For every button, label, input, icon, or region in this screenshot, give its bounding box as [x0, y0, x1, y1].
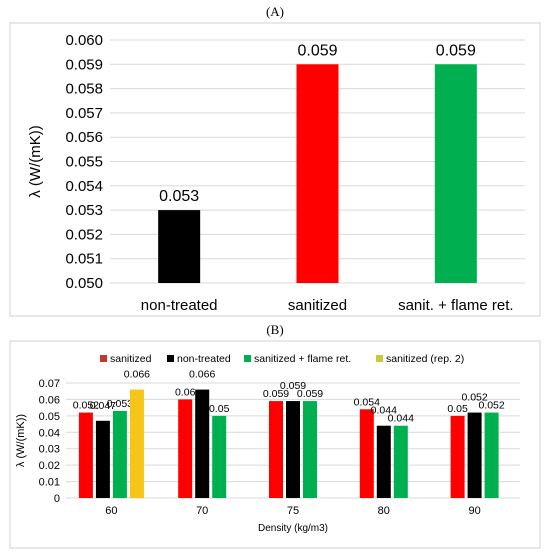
data-label-a: 0.059: [436, 42, 476, 59]
y-tick-label-b: 0.06: [39, 394, 60, 406]
chart-a: 0.050 0.051 0.052 0.053 0.054 0.055 0.056 0.057…: [9, 22, 541, 317]
y-tick-label-a: 0.055: [65, 154, 103, 171]
y-tick-label-a: 0.050: [65, 275, 103, 292]
legend-swatch: [167, 355, 174, 362]
data-label-b: 0.05: [447, 403, 468, 415]
y-tick-label-b: 0.01: [39, 477, 60, 489]
bar-sanitized-flame-ret--60: [112, 410, 127, 498]
y-tick-label-b: 0: [54, 493, 60, 505]
y-tick-label-a: 0.056: [65, 129, 103, 146]
x-axis-title-b: Density (kg/m3): [258, 523, 328, 534]
y-tick-label-a: 0.051: [65, 251, 103, 268]
panel-b-label: (B): [266, 322, 284, 337]
legend-label: non-treated: [177, 353, 231, 365]
x-tick-label-b: 75: [287, 505, 299, 517]
bar-sanit-flame-ret-: [434, 64, 477, 283]
data-label-b: 0.06: [175, 386, 196, 398]
bar-sanitized-60: [78, 412, 93, 498]
y-tick-label-b: 0.03: [39, 444, 60, 456]
y-tick-label-a: 0.057: [65, 105, 103, 122]
y-tick-label-b: 0.04: [39, 427, 60, 439]
data-label-b: 0.059: [297, 388, 323, 400]
legend-swatch: [376, 355, 383, 362]
y-tick-label-a: 0.058: [65, 81, 103, 98]
data-label-b: 0.053: [107, 398, 133, 410]
data-label-b: 0.052: [73, 400, 99, 412]
chart-b: 0 0.01 0.02 0.03 0.04 0.05 0.06 0.07 λ (W/(mK)) s…: [9, 340, 541, 549]
data-label-a: 0.059: [297, 42, 337, 59]
y-tick-label-a: 0.053: [65, 202, 103, 219]
y-tick-label-a: 0.060: [65, 32, 103, 49]
bar-sanitized-flame-ret--75: [303, 401, 317, 498]
y-axis-title-b: λ (W/(mK)): [15, 414, 27, 467]
x-tick-label-b: 90: [468, 505, 480, 517]
bar-non-treated-75: [286, 401, 300, 498]
data-label-b: 0.059: [280, 380, 306, 392]
bar-sanitized-90: [450, 415, 465, 498]
x-tick-label-a: sanitized: [288, 297, 347, 314]
x-tick-label-a: non-treated: [141, 297, 218, 314]
bar-sanitized-70: [178, 399, 193, 498]
bar-sanitized: [296, 64, 339, 283]
data-label-b: 0.052: [478, 400, 504, 412]
bar-sanitized-rep-2--60: [129, 389, 144, 498]
data-label-b: 0.066: [189, 369, 215, 381]
data-label-b: 0.044: [371, 405, 397, 417]
y-tick-label-a: 0.054: [65, 178, 103, 195]
y-tick-label-b: 0.07: [39, 378, 60, 390]
x-tick-label-b: 60: [105, 505, 117, 517]
legend-label: sanitized: [110, 353, 152, 365]
bar-non-treated-90: [467, 412, 482, 498]
data-label-b: 0.054: [354, 396, 380, 408]
data-label-b: 0.066: [124, 369, 150, 381]
x-tick-label-b: 80: [378, 505, 390, 517]
legend-swatch: [100, 355, 107, 362]
x-tick-label-b: 70: [196, 505, 208, 517]
legend-label: sanitized (rep. 2): [386, 353, 464, 365]
y-tick-label-b: 0.05: [39, 411, 60, 423]
data-label-b: 0.047: [90, 400, 116, 412]
bar-sanitized-flame-ret--80: [393, 425, 408, 498]
bar-sanitized-flame-ret--70: [212, 415, 227, 498]
data-label-b: 0.05: [209, 403, 230, 415]
data-label-b: 0.052: [461, 392, 487, 404]
legend-swatch: [244, 355, 251, 362]
bar-non-treated: [158, 210, 201, 283]
y-axis-title-a: λ (W/(mK)): [27, 125, 44, 197]
bar-non-treated-70: [195, 389, 210, 498]
bar-sanitized-75: [269, 401, 283, 498]
y-tick-label-a: 0.059: [65, 56, 103, 73]
x-tick-label-a: sanit. + flame ret.: [398, 297, 513, 314]
bar-sanitized-80: [359, 409, 374, 498]
y-tick-label-b: 0.02: [39, 460, 60, 472]
data-label-a: 0.053: [159, 188, 199, 205]
bar-non-treated-60: [95, 420, 110, 498]
panel-a-label: (A): [265, 4, 285, 19]
legend-label: sanitized + flame ret.: [254, 353, 351, 365]
y-tick-label-a: 0.052: [65, 226, 103, 243]
bar-sanitized-flame-ret--90: [484, 412, 499, 498]
data-label-b: 0.059: [263, 388, 289, 400]
data-label-b: 0.044: [388, 413, 414, 425]
bar-non-treated-80: [376, 425, 391, 498]
